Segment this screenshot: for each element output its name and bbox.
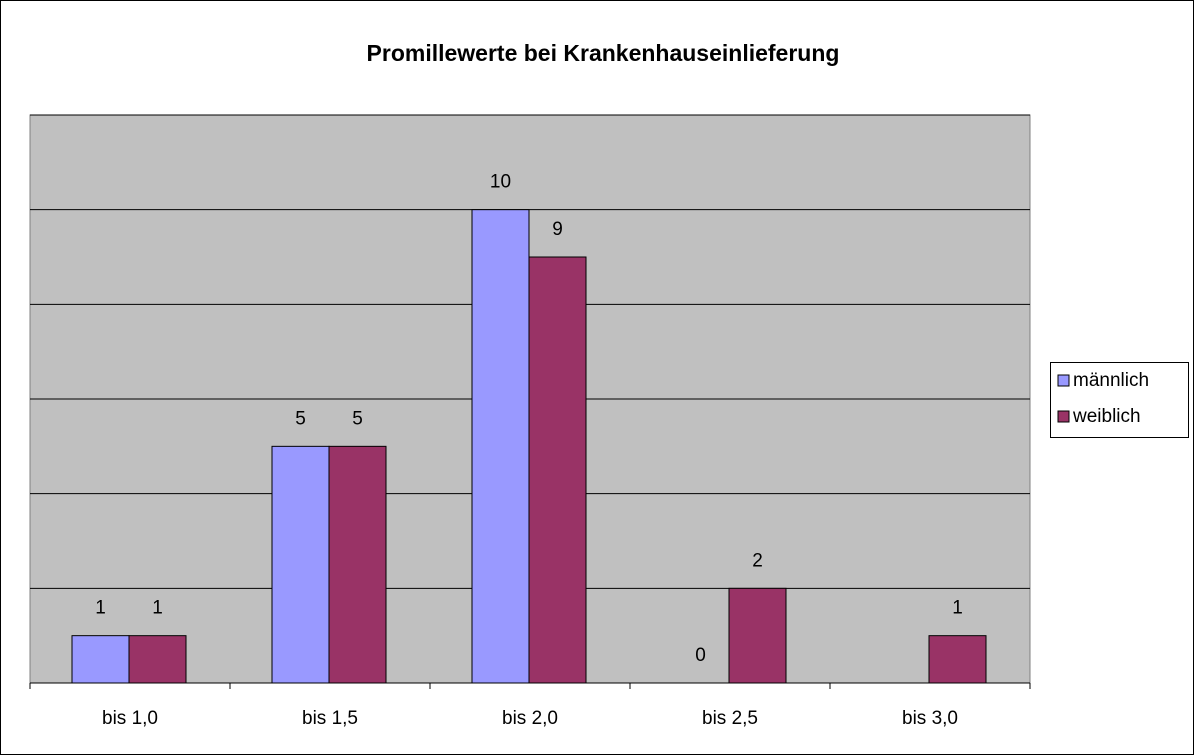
data-label: 10 [490, 172, 511, 193]
data-label: 2 [752, 550, 763, 571]
data-label: 5 [295, 408, 306, 429]
x-tick-label: bis 2,5 [702, 708, 758, 729]
bar [528, 256, 587, 684]
data-label: 0 [695, 645, 706, 666]
x-tick-label: bis 1,0 [102, 708, 158, 729]
x-tick-label: bis 2,0 [502, 708, 558, 729]
x-tick-label: bis 1,5 [302, 708, 358, 729]
legend-label: männlich [1073, 370, 1149, 391]
chart-title: Promillewerte bei Krankenhauseinlieferun… [367, 40, 840, 66]
bar [128, 635, 187, 684]
bar [928, 635, 987, 684]
data-label: 1 [952, 598, 963, 619]
bar [71, 635, 130, 684]
data-label: 5 [352, 408, 363, 429]
x-tick-label: bis 3,0 [902, 708, 958, 729]
legend [1050, 362, 1189, 438]
legend-swatch [1057, 410, 1070, 423]
bar [328, 445, 387, 684]
data-label: 1 [95, 598, 106, 619]
bar [471, 209, 530, 684]
data-label: 9 [552, 219, 563, 240]
legend-swatch [1057, 374, 1070, 387]
data-label: 1 [152, 598, 163, 619]
legend-label: weiblich [1072, 406, 1141, 427]
bar [728, 587, 787, 684]
bar [271, 445, 330, 684]
